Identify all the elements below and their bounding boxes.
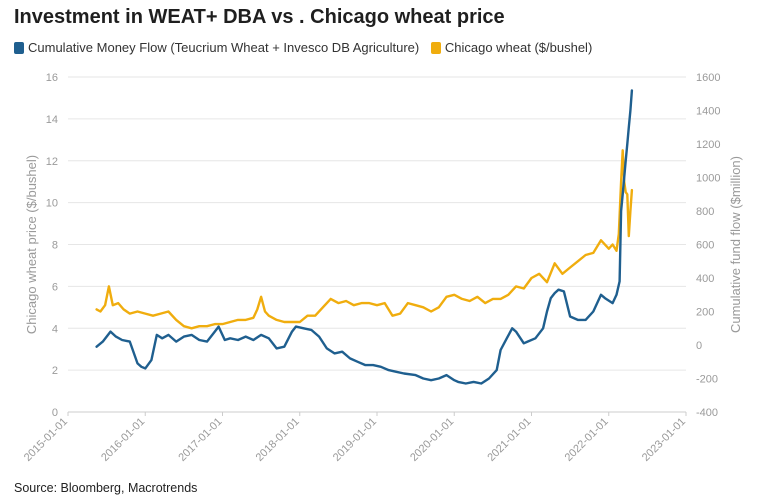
y-left-tick-label: 4 [52, 323, 58, 335]
y-right-tick-label: -400 [696, 407, 718, 419]
x-tick-label: 2020-01-01 [408, 416, 456, 464]
y-right-tick-label: 200 [696, 307, 714, 319]
legend: Cumulative Money Flow (Teucrium Wheat + … [14, 40, 600, 57]
x-tick-label: 2019-01-01 [331, 416, 379, 464]
legend-swatch-wheat [430, 41, 441, 54]
x-tick-label: 2015-01-01 [22, 416, 70, 464]
y-left-tick-label: 10 [46, 198, 58, 210]
y-left-tick-label: 16 [46, 72, 58, 84]
y-left-tick-label: 12 [46, 156, 58, 168]
source-note: Source: Bloomberg, Macrotrends [14, 481, 198, 495]
legend-label-money-flow: Cumulative Money Flow (Teucrium Wheat + … [28, 40, 420, 55]
y-left-tick-label: 6 [52, 281, 58, 293]
series-line-money-flow [95, 89, 634, 385]
y-right-tick-label: 1400 [696, 106, 720, 118]
x-tick-label: 2016-01-01 [99, 416, 147, 464]
y-right-tick-label: 400 [696, 273, 714, 285]
y-right-tick-label: 800 [696, 206, 714, 218]
x-tick-label: 2022-01-01 [563, 416, 611, 464]
y-left-tick-label: 14 [46, 114, 58, 126]
series-line-wheat [95, 149, 634, 330]
legend-item-money-flow[interactable]: Cumulative Money Flow (Teucrium Wheat + … [14, 40, 419, 55]
x-tick-label: 2017-01-01 [176, 416, 224, 464]
y-right-tick-label: 0 [696, 340, 702, 352]
y-left-axis-title: Chicago wheat price ($/bushel) [24, 155, 39, 334]
legend-item-wheat[interactable]: Chicago wheat ($/bushel) [430, 40, 593, 55]
y-right-tick-label: 1200 [696, 139, 720, 151]
x-tick-label: 2021-01-01 [485, 416, 533, 464]
y-left-tick-label: 8 [52, 240, 58, 252]
legend-label-wheat: Chicago wheat ($/bushel) [444, 40, 593, 55]
y-left-tick-label: 0 [52, 407, 58, 419]
y-left-tick-label: 2 [52, 365, 58, 377]
y-right-tick-label: 1000 [696, 173, 720, 185]
y-right-tick-label: -200 [696, 374, 718, 386]
x-tick-label: 2018-01-01 [254, 416, 302, 464]
chart-title: Investment in WEAT+ DBA vs . Chicago whe… [14, 6, 505, 28]
legend-swatch-money-flow [14, 41, 24, 54]
y-right-tick-label: 600 [696, 240, 714, 252]
y-right-axis-title: Cumulative fund flow ($million) [728, 156, 743, 333]
y-right-tick-label: 1600 [696, 72, 720, 84]
x-tick-label: 2023-01-01 [640, 416, 688, 464]
